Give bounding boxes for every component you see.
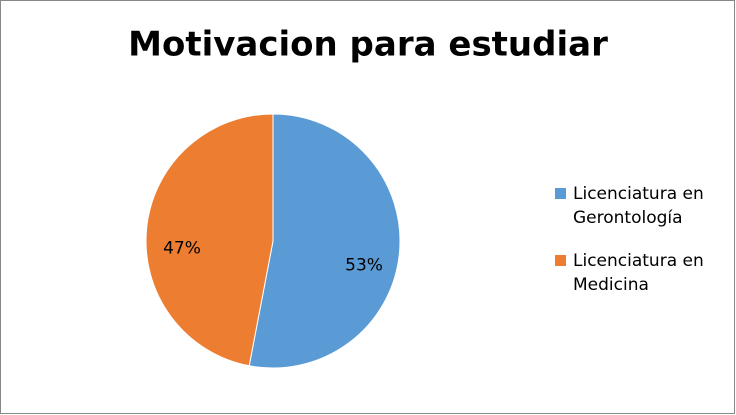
legend-swatch (555, 255, 566, 266)
data-label: 53% (345, 256, 383, 276)
pie-slice (145, 113, 274, 367)
legend-swatch (555, 188, 566, 199)
data-label: 47% (163, 238, 201, 258)
legend-label: Licenciatura en Medicina (573, 251, 704, 295)
legend-item: Licenciatura en Medicina (555, 249, 715, 297)
legend-item: Licenciatura en Gerontología (555, 182, 715, 230)
chart-title: Motivacion para estudiar (128, 25, 608, 65)
pie-slice (248, 113, 401, 369)
legend-label: Licenciatura en Gerontología (573, 184, 704, 228)
